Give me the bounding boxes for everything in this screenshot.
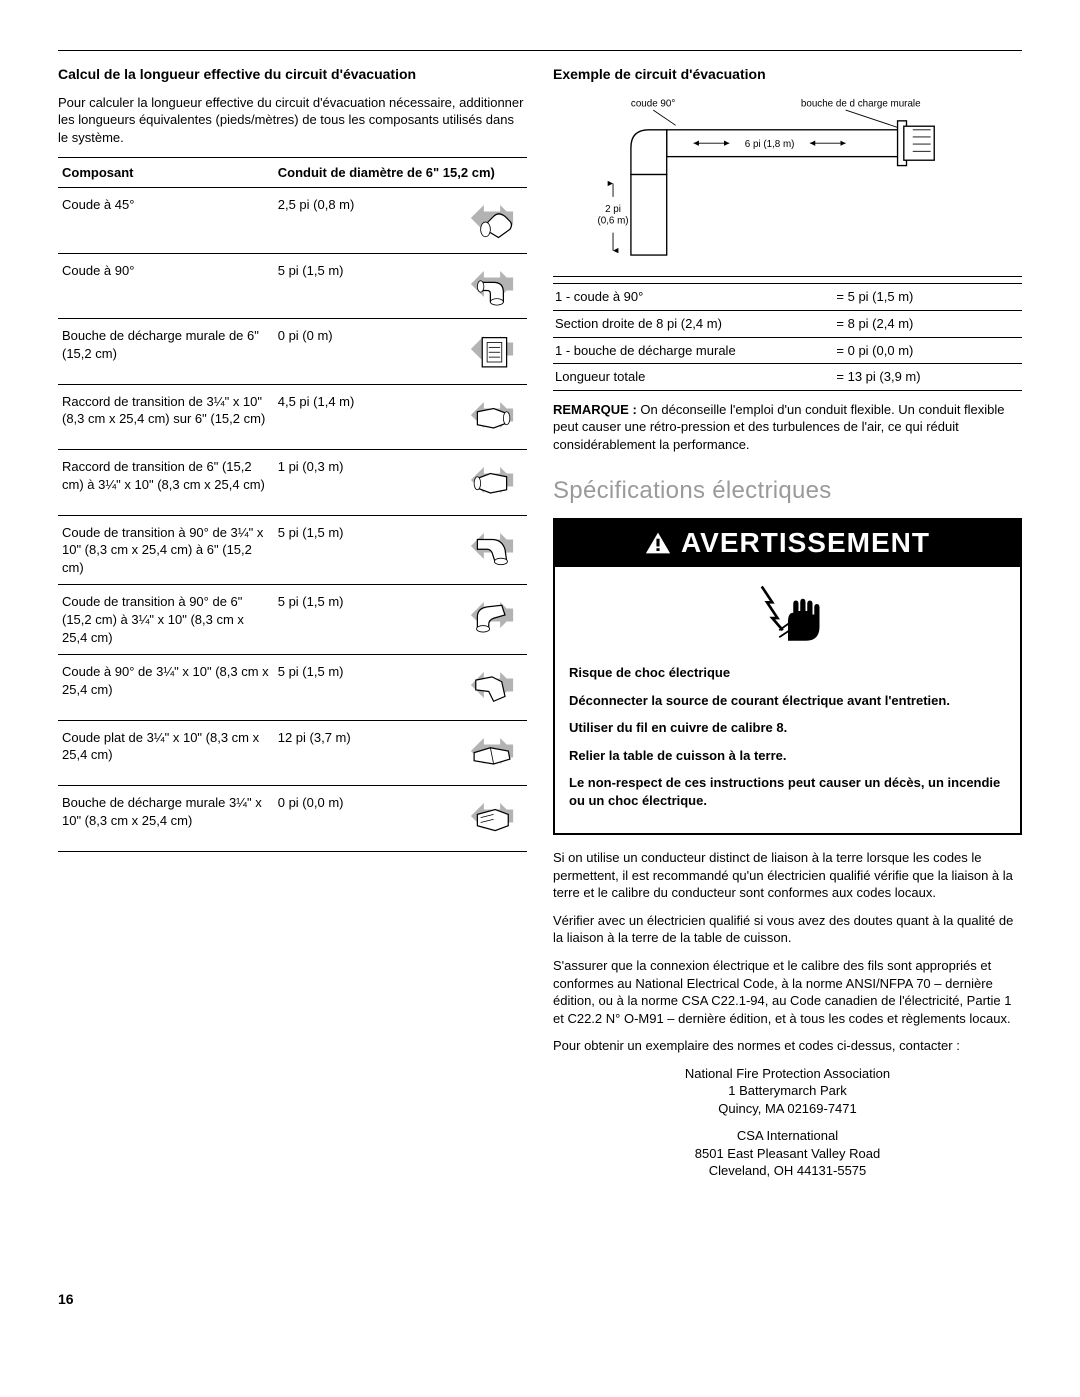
length-cell: 12 pi (3,7 m) xyxy=(274,720,457,786)
elec-para-1: Si on utilise un conducteur distinct de … xyxy=(553,849,1022,902)
right-title: Exemple de circuit d'évacuation xyxy=(553,65,1022,84)
table-row: Longueur totale= 13 pi (3,9 m) xyxy=(553,364,1022,391)
remark: REMARQUE : On déconseille l'emploi d'un … xyxy=(553,401,1022,454)
diagram-label-2pi-b: (0,6 m) xyxy=(597,216,628,227)
example-value: = 5 pi (1,5 m) xyxy=(834,284,1022,311)
table-row: Coude de transition à 90° de 3¼" x 10" (… xyxy=(58,515,527,585)
length-cell: 5 pi (1,5 m) xyxy=(274,655,457,721)
addr2-l2: 8501 East Pleasant Valley Road xyxy=(553,1145,1022,1163)
length-cell: 0 pi (0 m) xyxy=(274,319,457,385)
part-icon-cell xyxy=(457,253,527,319)
components-table: Composant Conduit de diamètre de 6" 15,2… xyxy=(58,157,527,852)
electrical-heading: Spécifications électriques xyxy=(553,475,1022,507)
example-value: = 13 pi (3,9 m) xyxy=(834,364,1022,391)
th-component: Composant xyxy=(58,157,274,188)
part-icon-cell xyxy=(457,384,527,450)
elec-para-2: Vérifier avec un électricien qualifié si… xyxy=(553,912,1022,947)
right-column: Exemple de circuit d'évacuation coude 90… xyxy=(553,65,1022,1190)
vent-diagram: coude 90° bouche de d charge murale xyxy=(553,94,1022,278)
diagram-label-6pi: 6 pi (1,8 m) xyxy=(745,139,795,150)
length-cell: 5 pi (1,5 m) xyxy=(274,515,457,585)
part-icon-cell xyxy=(457,515,527,585)
part-icon-cell xyxy=(457,585,527,655)
example-item: Longueur totale xyxy=(553,364,834,391)
length-cell: 5 pi (1,5 m) xyxy=(274,585,457,655)
shock-hand-icon xyxy=(753,577,823,645)
table-row: Coude plat de 3¼" x 10" (8,3 cm x 25,4 c… xyxy=(58,720,527,786)
warn-line-2: Déconnecter la source de courant électri… xyxy=(569,692,1006,710)
diagram-label-elbow: coude 90° xyxy=(631,98,675,109)
component-cell: Raccord de transition de 3¼" x 10" (8,3 … xyxy=(58,384,274,450)
warn-line-5: Le non-respect de ces instructions peut … xyxy=(569,774,1006,809)
address-1: National Fire Protection Association 1 B… xyxy=(553,1065,1022,1118)
table-row: Coude à 45°2,5 pi (0,8 m) xyxy=(58,188,527,254)
warning-triangle-icon xyxy=(645,531,671,555)
part-icon-cell xyxy=(457,319,527,385)
part-icon-cell xyxy=(457,450,527,516)
addr2-l3: Cleveland, OH 44131-5575 xyxy=(553,1162,1022,1180)
two-column-layout: Calcul de la longueur effective du circu… xyxy=(58,65,1022,1190)
component-cell: Coude à 90° xyxy=(58,253,274,319)
page-number: 16 xyxy=(58,1290,1022,1309)
warning-word: AVERTISSEMENT xyxy=(681,524,930,562)
table-row: Raccord de transition de 3¼" x 10" (8,3 … xyxy=(58,384,527,450)
left-intro: Pour calculer la longueur effective du c… xyxy=(58,94,527,147)
address-2: CSA International 8501 East Pleasant Val… xyxy=(553,1127,1022,1180)
left-title: Calcul de la longueur effective du circu… xyxy=(58,65,527,84)
example-item: Section droite de 8 pi (2,4 m) xyxy=(553,310,834,337)
component-cell: Coude à 90° de 3¼" x 10" (8,3 cm x 25,4 … xyxy=(58,655,274,721)
elec-para-3: S'assurer que la connexion électrique et… xyxy=(553,957,1022,1027)
table-row: Coude à 90°5 pi (1,5 m) xyxy=(58,253,527,319)
table-row: Coude de transition à 90° de 6" (15,2 cm… xyxy=(58,585,527,655)
warning-body: Risque de choc électrique Déconnecter la… xyxy=(555,658,1020,833)
diagram-label-2pi-a: 2 pi xyxy=(605,204,621,215)
table-row: 1 - coude à 90°= 5 pi (1,5 m) xyxy=(553,284,1022,311)
component-cell: Bouche de décharge murale 3¼" x 10" (8,3… xyxy=(58,786,274,852)
part-icon-cell xyxy=(457,720,527,786)
component-cell: Raccord de transition de 6" (15,2 cm) à … xyxy=(58,450,274,516)
diagram-label-wallcap: bouche de d charge murale xyxy=(801,98,921,109)
addr2-l1: CSA International xyxy=(553,1127,1022,1145)
example-item: 1 - coude à 90° xyxy=(553,284,834,311)
table-row: Section droite de 8 pi (2,4 m)= 8 pi (2,… xyxy=(553,310,1022,337)
shock-icon-row xyxy=(555,567,1020,658)
table-row: Raccord de transition de 6" (15,2 cm) à … xyxy=(58,450,527,516)
left-column: Calcul de la longueur effective du circu… xyxy=(58,65,527,1190)
remark-label: REMARQUE : xyxy=(553,402,637,417)
addr1-l3: Quincy, MA 02169-7471 xyxy=(553,1100,1022,1118)
length-cell: 0 pi (0,0 m) xyxy=(274,786,457,852)
warning-box: AVERTISSEMENT Risque de choc électrique … xyxy=(553,518,1022,836)
length-cell: 1 pi (0,3 m) xyxy=(274,450,457,516)
part-icon-cell xyxy=(457,188,527,254)
length-cell: 5 pi (1,5 m) xyxy=(274,253,457,319)
warn-line-1: Risque de choc électrique xyxy=(569,664,1006,682)
addr1-l1: National Fire Protection Association xyxy=(553,1065,1022,1083)
length-cell: 2,5 pi (0,8 m) xyxy=(274,188,457,254)
table-row: 1 - bouche de décharge murale= 0 pi (0,0… xyxy=(553,337,1022,364)
component-cell: Bouche de décharge murale de 6" (15,2 cm… xyxy=(58,319,274,385)
th-duct: Conduit de diamètre de 6" 15,2 cm) xyxy=(274,157,527,188)
warning-banner: AVERTISSEMENT xyxy=(555,520,1020,568)
part-icon-cell xyxy=(457,786,527,852)
warn-line-4: Relier la table de cuisson à la terre. xyxy=(569,747,1006,765)
example-item: 1 - bouche de décharge murale xyxy=(553,337,834,364)
example-table: 1 - coude à 90°= 5 pi (1,5 m)Section dro… xyxy=(553,283,1022,390)
table-row: Coude à 90° de 3¼" x 10" (8,3 cm x 25,4 … xyxy=(58,655,527,721)
example-value: = 0 pi (0,0 m) xyxy=(834,337,1022,364)
component-cell: Coude de transition à 90° de 6" (15,2 cm… xyxy=(58,585,274,655)
component-cell: Coude plat de 3¼" x 10" (8,3 cm x 25,4 c… xyxy=(58,720,274,786)
component-cell: Coude à 45° xyxy=(58,188,274,254)
part-icon-cell xyxy=(457,655,527,721)
table-row: Bouche de décharge murale de 6" (15,2 cm… xyxy=(58,319,527,385)
top-rule xyxy=(58,50,1022,51)
table-row: Bouche de décharge murale 3¼" x 10" (8,3… xyxy=(58,786,527,852)
example-value: = 8 pi (2,4 m) xyxy=(834,310,1022,337)
warn-line-3: Utiliser du fil en cuivre de calibre 8. xyxy=(569,719,1006,737)
component-cell: Coude de transition à 90° de 3¼" x 10" (… xyxy=(58,515,274,585)
elec-para-4: Pour obtenir un exemplaire des normes et… xyxy=(553,1037,1022,1055)
addr1-l2: 1 Batterymarch Park xyxy=(553,1082,1022,1100)
length-cell: 4,5 pi (1,4 m) xyxy=(274,384,457,450)
